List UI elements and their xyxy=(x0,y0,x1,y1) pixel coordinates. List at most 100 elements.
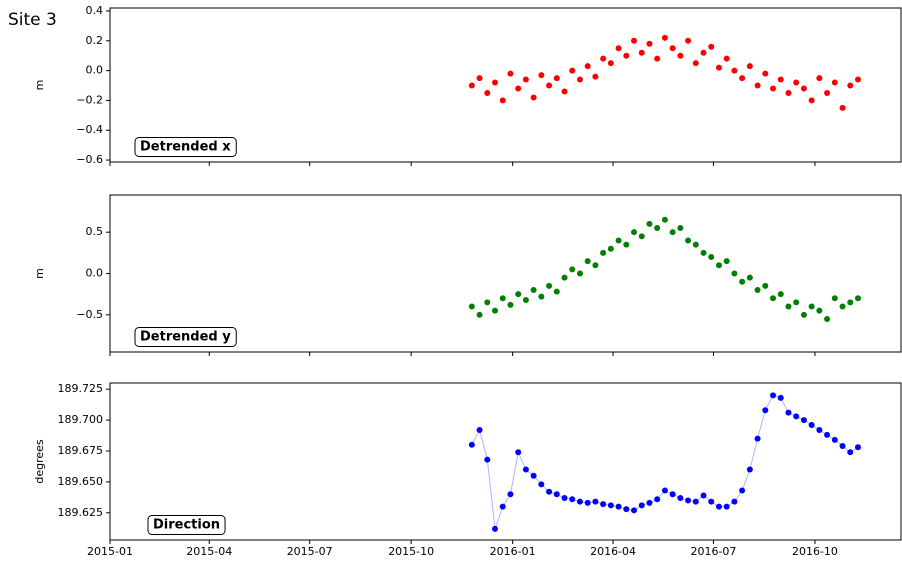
data-point xyxy=(746,63,753,70)
data-point xyxy=(468,82,475,89)
data-point xyxy=(607,245,614,252)
data-point xyxy=(816,75,823,82)
data-point xyxy=(715,262,722,269)
annotation: Direction xyxy=(153,518,220,533)
annotation-box xyxy=(134,137,237,157)
data-point xyxy=(561,88,568,95)
x-tick-label: 2016-10 xyxy=(792,545,838,558)
data-point xyxy=(576,270,583,277)
data-point xyxy=(692,498,699,505)
data-point xyxy=(592,262,599,269)
data-point xyxy=(522,76,529,83)
data-point xyxy=(522,466,529,473)
data-point xyxy=(592,73,599,80)
data-point xyxy=(530,94,537,101)
y-tick-label: 0.5 xyxy=(86,225,104,238)
data-point xyxy=(723,503,730,510)
data-point xyxy=(638,49,645,56)
data-point xyxy=(476,311,483,318)
data-point xyxy=(661,487,668,494)
data-point xyxy=(507,301,514,308)
data-point xyxy=(576,498,583,505)
y-tick-label: 0.4 xyxy=(86,4,104,17)
data-point xyxy=(754,435,761,442)
data-point xyxy=(731,498,738,505)
data-point xyxy=(739,75,746,82)
data-point xyxy=(607,60,614,67)
data-point xyxy=(638,502,645,509)
data-point xyxy=(646,499,653,506)
data-point xyxy=(623,52,630,59)
y-tick-label: 189.625 xyxy=(58,506,104,519)
plot-area xyxy=(468,34,861,111)
data-point xyxy=(615,503,622,510)
y-tick-label: 189.725 xyxy=(58,382,104,395)
data-point xyxy=(800,85,807,92)
x-tick-label: 2015-04 xyxy=(186,545,232,558)
data-point xyxy=(654,225,661,232)
data-point xyxy=(770,85,777,92)
data-point xyxy=(615,237,622,244)
data-point xyxy=(793,79,800,86)
y-tick-label: −0.2 xyxy=(76,93,103,106)
data-point xyxy=(692,241,699,248)
axes-frame xyxy=(109,382,902,541)
data-point xyxy=(600,249,607,256)
data-point xyxy=(831,79,838,86)
y-tick-label: −0.5 xyxy=(76,308,103,321)
data-point xyxy=(507,491,514,498)
data-point xyxy=(661,216,668,223)
data-point xyxy=(677,52,684,59)
data-point xyxy=(692,60,699,67)
data-point xyxy=(685,37,692,44)
data-point xyxy=(492,307,499,314)
data-point xyxy=(569,266,576,273)
data-point xyxy=(561,274,568,281)
y-tick-label: 0.0 xyxy=(86,64,104,77)
data-point xyxy=(538,72,545,79)
data-point xyxy=(646,40,653,47)
annotation-box xyxy=(147,515,226,535)
data-point xyxy=(708,43,715,50)
data-point xyxy=(654,496,661,503)
data-point xyxy=(468,441,475,448)
data-point xyxy=(839,443,846,450)
data-point xyxy=(700,249,707,256)
data-point xyxy=(800,311,807,318)
y-tick-label: 189.700 xyxy=(58,413,104,426)
data-point xyxy=(715,503,722,510)
data-point xyxy=(854,76,861,83)
y-tick-label: −0.6 xyxy=(76,153,103,166)
y-axis-label: m xyxy=(33,80,46,91)
data-point xyxy=(685,237,692,244)
data-point xyxy=(484,299,491,306)
data-point xyxy=(746,466,753,473)
data-point xyxy=(816,426,823,433)
x-tick-label: 2015-07 xyxy=(287,545,333,558)
data-point xyxy=(754,82,761,89)
data-point xyxy=(700,492,707,499)
y-tick-label: 0.2 xyxy=(86,34,104,47)
data-point xyxy=(685,497,692,504)
x-tick-label: 2016-01 xyxy=(490,545,536,558)
data-point xyxy=(800,417,807,424)
data-point xyxy=(553,288,560,295)
data-point xyxy=(623,241,630,248)
axes-frame xyxy=(109,194,902,353)
y-axis-label: m xyxy=(33,268,46,279)
data-point xyxy=(715,64,722,71)
data-line xyxy=(471,394,859,530)
annotation: Detrended y xyxy=(140,330,231,345)
data-point xyxy=(739,278,746,285)
data-point xyxy=(515,291,522,298)
data-point xyxy=(654,55,661,62)
data-point xyxy=(677,494,684,501)
data-point xyxy=(530,287,537,294)
data-point xyxy=(746,274,753,281)
data-point xyxy=(538,481,545,488)
data-point xyxy=(600,501,607,508)
data-point xyxy=(754,287,761,294)
y-tick-label: −0.4 xyxy=(76,123,103,136)
data-point xyxy=(723,258,730,265)
data-point xyxy=(793,413,800,420)
